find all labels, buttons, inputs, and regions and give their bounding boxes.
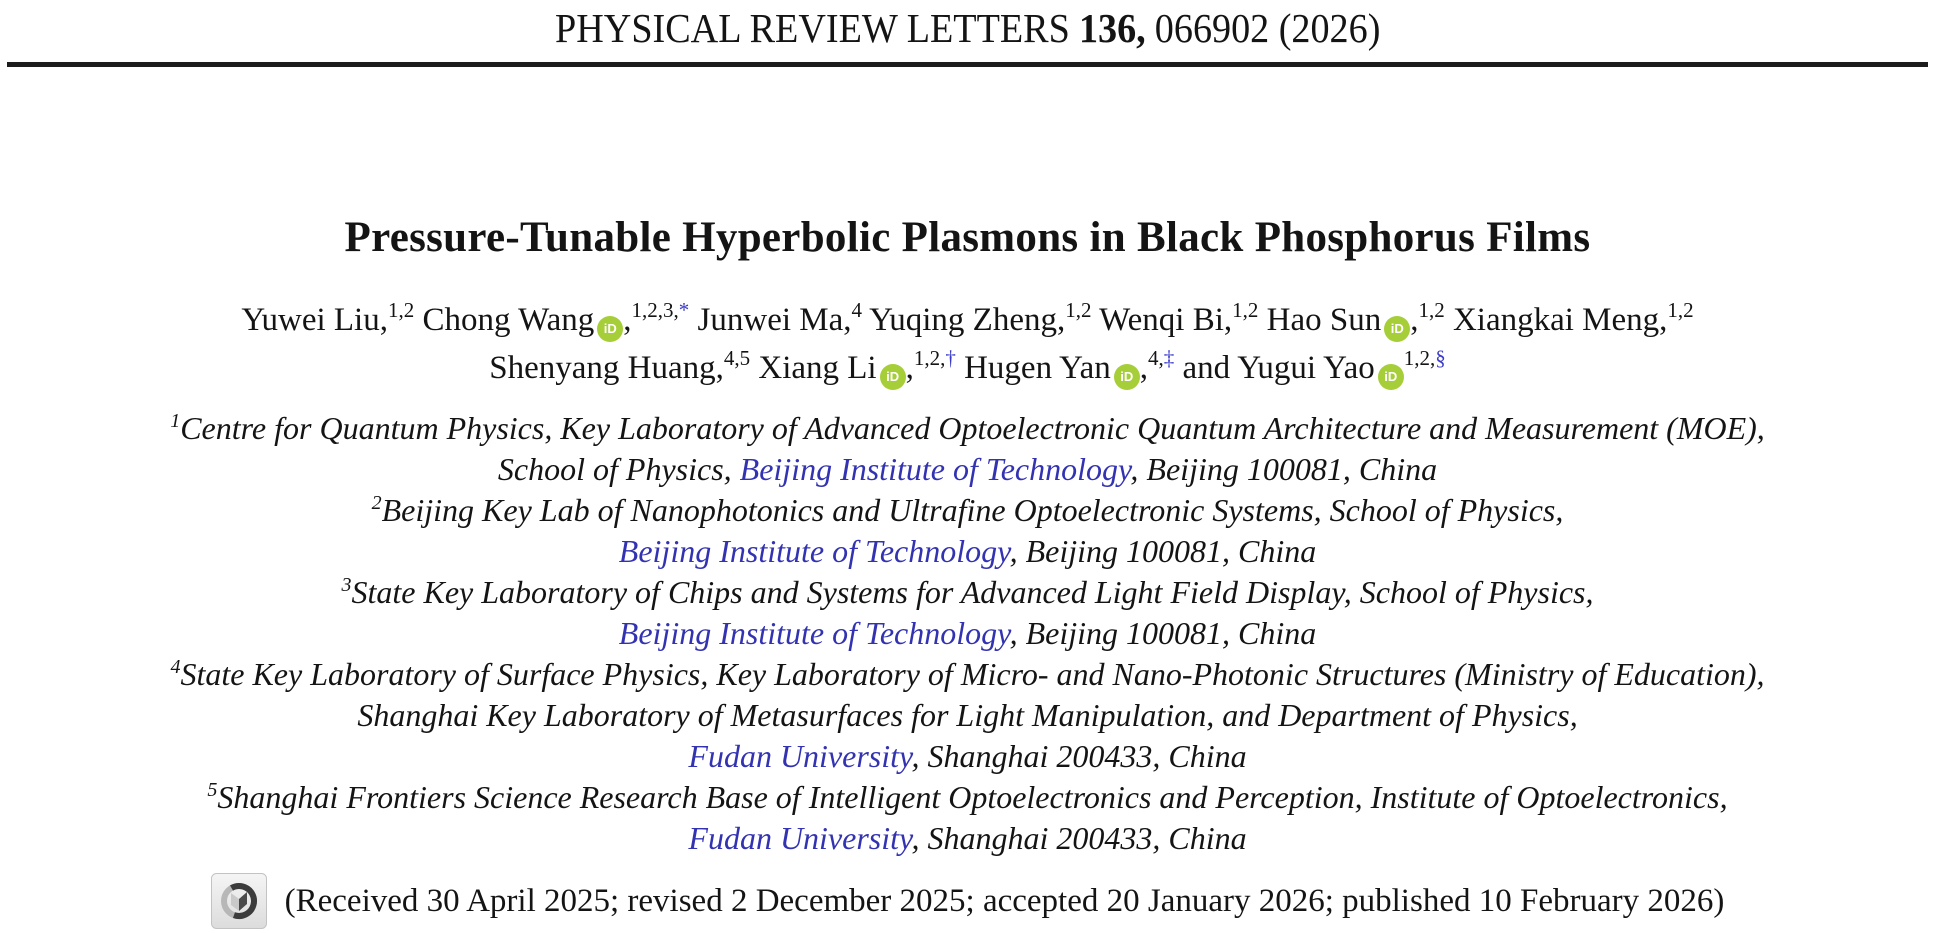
affiliation-line: Fudan University, Shanghai 200433, China [0,818,1935,859]
affiliation-text: , Shanghai 200433, China [911,820,1247,856]
affiliation-text: Shanghai Frontiers Science Research Base… [217,779,1728,815]
affiliation-number: 5 [207,779,218,801]
footnote-symbol[interactable]: † [945,346,956,370]
affiliation-line: 3State Key Laboratory of Chips and Syste… [0,572,1935,613]
author-name: Hao Sun [1266,302,1382,338]
affiliation-text: , Beijing 100081, China [1009,533,1317,569]
author-affiliation-superscript: 4,‡ [1148,346,1175,370]
author-affiliation-superscript: 1,2 [1667,298,1694,322]
affiliation-institution-link[interactable]: Fudan University [688,820,912,856]
affiliation-number: 4 [170,656,181,678]
affiliation-line: Fudan University, Shanghai 200433, China [0,736,1935,777]
affiliation-line: Beijing Institute of Technology, Beijing… [0,531,1935,572]
author: Xiangkai Meng,1,2 [1452,298,1694,339]
journal-name: PHYSICAL REVIEW LETTERS [554,5,1070,51]
affiliation-line: 1Centre for Quantum Physics, Key Laborat… [0,408,1935,449]
header-rule [7,62,1928,67]
author: Xiang Li iD ,1,2,† [758,348,956,390]
author-affiliation-superscript: 1,2,3,* [631,298,690,322]
author-name: Hugen Yan [964,350,1111,386]
paper-title: Pressure-Tunable Hyperbolic Plasmons in … [344,214,1591,261]
author-name: Wenqi Bi [1099,302,1224,338]
journal-header: PHYSICAL REVIEW LETTERS 136, 066902 (2026) [0,0,1935,67]
article-number-year: 066902 (2026) [1154,5,1381,51]
author: Yuwei Liu,1,2 [241,298,415,339]
author-affiliation-superscript: 1,2,† [913,346,956,370]
footnote-symbol[interactable]: * [678,298,690,322]
author-name: Junwei Ma [697,302,844,338]
affiliation-list: 1Centre for Quantum Physics, Key Laborat… [0,408,1935,859]
author: Shenyang Huang,4,5 [489,346,751,387]
author: Junwei Ma,4 [697,298,863,339]
journal-running-head: PHYSICAL REVIEW LETTERS 136, 066902 (2026) [0,0,1935,50]
affiliation-line: Beijing Institute of Technology, Beijing… [0,613,1935,654]
affiliation-text: School of Physics, [497,451,740,487]
orcid-icon[interactable]: iD [879,364,906,390]
author-name: Xiangkai Meng [1452,302,1660,338]
author-affiliation-superscript: 1,2 [387,298,415,322]
author-name: Yuqing Zheng [869,302,1057,338]
orcid-icon[interactable]: iD [1113,364,1140,390]
author: and Yugui Yao iD1,2,§ [1183,348,1446,390]
article-front-matter: Pressure-Tunable Hyperbolic Plasmons in … [0,212,1935,929]
author-affiliation-superscript: 1,2 [1232,298,1259,322]
affiliation-institution-link[interactable]: Beijing Institute of Technology [618,533,1010,569]
crossmark-icon[interactable] [210,873,267,929]
affiliation-institution-link[interactable]: Beijing Institute of Technology [618,615,1010,651]
affiliation-number: 3 [341,574,352,596]
author: Wenqi Bi,1,2 [1099,298,1259,339]
author: Chong Wang iD ,1,2,3,* [422,300,689,342]
footnote-symbol[interactable]: ‡ [1163,346,1175,370]
affiliation-line: School of Physics, Beijing Institute of … [0,449,1935,490]
affiliation-text: Centre for Quantum Physics, Key Laborato… [180,410,1765,446]
received-revised-accepted-published: (Received 30 April 2025; revised 2 Decem… [284,882,1725,919]
affiliation-institution-link[interactable]: Beijing Institute of Technology [739,451,1131,487]
author-affiliation-superscript: 4,5 [723,346,751,370]
affiliation-text: State Key Laboratory of Chips and System… [351,574,1594,610]
author-line: Shenyang Huang,4,5 Xiang Li iD ,1,2,† Huge… [0,344,1935,392]
affiliation-line: 4State Key Laboratory of Surface Physics… [0,654,1935,695]
affiliation-text: State Key Laboratory of Surface Physics,… [180,656,1765,692]
affiliation-text: Beijing Key Lab of Nanophotonics and Ult… [381,492,1564,528]
affiliation-text: , Shanghai 200433, China [911,738,1247,774]
author-affiliation-superscript: 4 [851,298,863,322]
author-affiliation-superscript: 1,2,§ [1403,346,1446,370]
affiliation-line: Shanghai Key Laboratory of Metasurfaces … [0,695,1935,736]
author-name: Yugui Yao [1237,350,1375,386]
author-affiliation-superscript: 1,2 [1418,298,1445,322]
affiliation-number: 2 [371,492,382,514]
author-affiliation-superscript: 1,2 [1065,298,1092,322]
author-name: Xiang Li [758,350,877,386]
author-list: Yuwei Liu,1,2 Chong Wang iD ,1,2,3,* Junwe… [0,296,1935,392]
orcid-icon[interactable]: iD [1377,364,1404,390]
affiliation-line: 5Shanghai Frontiers Science Research Bas… [0,777,1935,818]
journal-running-head-text: PHYSICAL REVIEW LETTERS 136, 066902 (2026) [555,6,1380,50]
author-line: Yuwei Liu,1,2 Chong Wang iD ,1,2,3,* Junwe… [0,296,1935,344]
author: Yuqing Zheng,1,2 [869,298,1092,339]
affiliation-text: , Beijing 100081, China [1009,615,1317,651]
footnote-symbol[interactable]: § [1435,346,1446,370]
affiliation-text: Shanghai Key Laboratory of Metasurfaces … [357,697,1578,733]
author: Hugen Yan iD ,4,‡ [964,348,1174,390]
affiliation-text: , Beijing 100081, China [1130,451,1438,487]
author-name: Chong Wang [422,302,595,338]
author-name: Shenyang Huang [489,350,716,386]
dates-row: (Received 30 April 2025; revised 2 Decem… [0,873,1935,929]
author-name: Yuwei Liu [241,302,380,338]
affiliation-line: 2Beijing Key Lab of Nanophotonics and Ul… [0,490,1935,531]
affiliation-number: 1 [170,410,181,432]
author: Hao Sun iD ,1,2 [1266,300,1445,342]
orcid-icon[interactable]: iD [597,316,624,342]
journal-volume: 136, [1078,5,1146,51]
orcid-icon[interactable]: iD [1384,316,1411,342]
affiliation-institution-link[interactable]: Fudan University [688,738,912,774]
